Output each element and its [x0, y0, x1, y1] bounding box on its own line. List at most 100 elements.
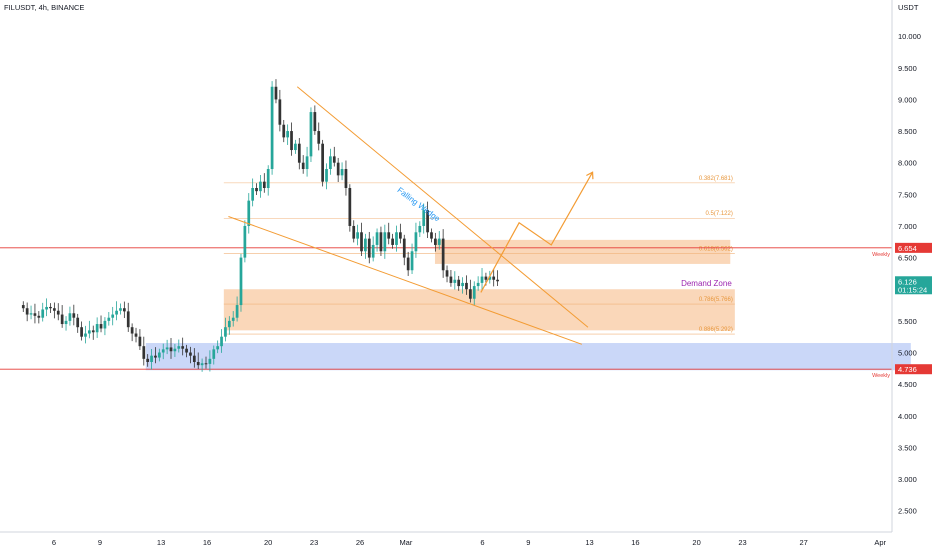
- candle-body: [426, 210, 429, 233]
- price-axis: 10.000 9.500 9.000 8.500 8.000 7.500 7.000 6.50…: [898, 32, 921, 516]
- candle-body: [332, 156, 336, 163]
- candle-body: [68, 313, 72, 321]
- time-tick-label: 23: [738, 538, 746, 547]
- price-tick-label: 7.500: [898, 190, 917, 199]
- axis-unit-label: USDT: [898, 3, 919, 12]
- support-zone: [145, 343, 911, 371]
- candle-body: [383, 232, 387, 252]
- time-tick-label: 23: [310, 538, 318, 547]
- candle-body: [173, 348, 177, 352]
- candle-body: [325, 169, 328, 182]
- candle-body: [441, 238, 445, 271]
- candle-body: [49, 306, 52, 309]
- candle-body: [88, 330, 91, 334]
- price-tick-label: 4.000: [898, 412, 917, 421]
- projection-arrowhead: [586, 171, 594, 180]
- candle-body: [150, 355, 153, 362]
- candle-body: [297, 143, 301, 163]
- candle-body: [41, 309, 45, 318]
- candle-body: [313, 112, 317, 132]
- candle-body: [344, 169, 348, 188]
- candle-body: [317, 131, 321, 144]
- candle-body: [430, 232, 433, 239]
- price-tick-label: 3.000: [898, 475, 917, 484]
- candle-body: [352, 225, 356, 239]
- price-tick-label: 4.500: [898, 380, 917, 389]
- candle-body: [445, 270, 449, 277]
- time-tick-label: 20: [692, 538, 700, 547]
- time-tick-label: 13: [585, 538, 593, 547]
- candle-body: [119, 308, 122, 311]
- candle-body: [492, 276, 496, 280]
- time-tick-label: 6: [480, 538, 484, 547]
- candle-body: [290, 131, 293, 151]
- time-tick-label: 13: [157, 538, 165, 547]
- time-tick-label: 9: [526, 538, 530, 547]
- candle-body: [488, 276, 492, 280]
- candle-body: [484, 276, 488, 280]
- candle-body: [95, 324, 99, 333]
- candle-body: [399, 232, 402, 239]
- price-tick-label: 3.500: [898, 443, 917, 452]
- candle-body: [138, 336, 142, 347]
- candle-body: [53, 308, 56, 311]
- time-tick-label: 9: [98, 538, 102, 547]
- candle-body: [37, 315, 41, 318]
- candle-body: [91, 330, 95, 333]
- candle-body: [204, 363, 208, 365]
- candle-body: [402, 238, 406, 258]
- candle-body: [453, 279, 457, 283]
- fib-label: 0.618(6.562): [699, 247, 733, 253]
- price-tick-label: 8.000: [898, 159, 917, 168]
- price-label-countdown: 01:15:24: [898, 285, 927, 294]
- candle-body: [410, 251, 414, 271]
- candle-body: [169, 347, 173, 352]
- candle-body: [457, 279, 461, 287]
- candle-body: [259, 181, 262, 192]
- candle-body: [154, 355, 157, 358]
- time-tick-label: 27: [800, 538, 808, 547]
- candle-body: [33, 313, 37, 316]
- price-tick-label: 2.500: [898, 507, 917, 516]
- price-tick-label: 9.000: [898, 95, 917, 104]
- candle-body: [364, 238, 367, 252]
- candle-body: [227, 320, 231, 328]
- candle-body: [340, 169, 344, 176]
- candle-body: [157, 352, 161, 358]
- candle-body: [356, 232, 359, 239]
- candle-body: [200, 363, 204, 366]
- price-tick-label: 7.000: [898, 222, 917, 231]
- candle-body: [348, 188, 352, 226]
- candle-body: [406, 257, 410, 271]
- candle-body: [80, 327, 83, 337]
- candle-body: [239, 257, 243, 306]
- time-tick-label: 16: [631, 538, 639, 547]
- candle-body: [270, 86, 274, 170]
- price-tick-label: 5.000: [898, 349, 917, 358]
- weekly-label: Weekly: [872, 252, 890, 258]
- candle-body: [189, 352, 192, 356]
- candle-body: [247, 200, 251, 226]
- candle-body: [387, 232, 391, 239]
- candle-body: [56, 310, 60, 315]
- candle-body: [107, 317, 111, 321]
- candle-body: [305, 156, 309, 170]
- price-tick-label: 6.500: [898, 254, 917, 263]
- price-label-value: 6.654: [898, 244, 917, 253]
- candle-body: [301, 162, 305, 170]
- candle-body: [103, 320, 107, 329]
- candle-body: [134, 333, 138, 337]
- candle-body: [262, 181, 266, 188]
- candle-body: [434, 238, 437, 245]
- candle-body: [480, 276, 484, 283]
- symbol-title: FILUSDT, 4h, BINANCE: [4, 3, 85, 12]
- candle-body: [72, 313, 76, 318]
- candle-body: [496, 279, 499, 282]
- candle-body: [220, 336, 223, 347]
- candle-body: [235, 305, 239, 318]
- supply-zone: [434, 239, 731, 264]
- candle-body: [379, 232, 383, 252]
- time-tick-label: 6: [52, 538, 56, 547]
- weekly-label: Weekly: [872, 373, 890, 379]
